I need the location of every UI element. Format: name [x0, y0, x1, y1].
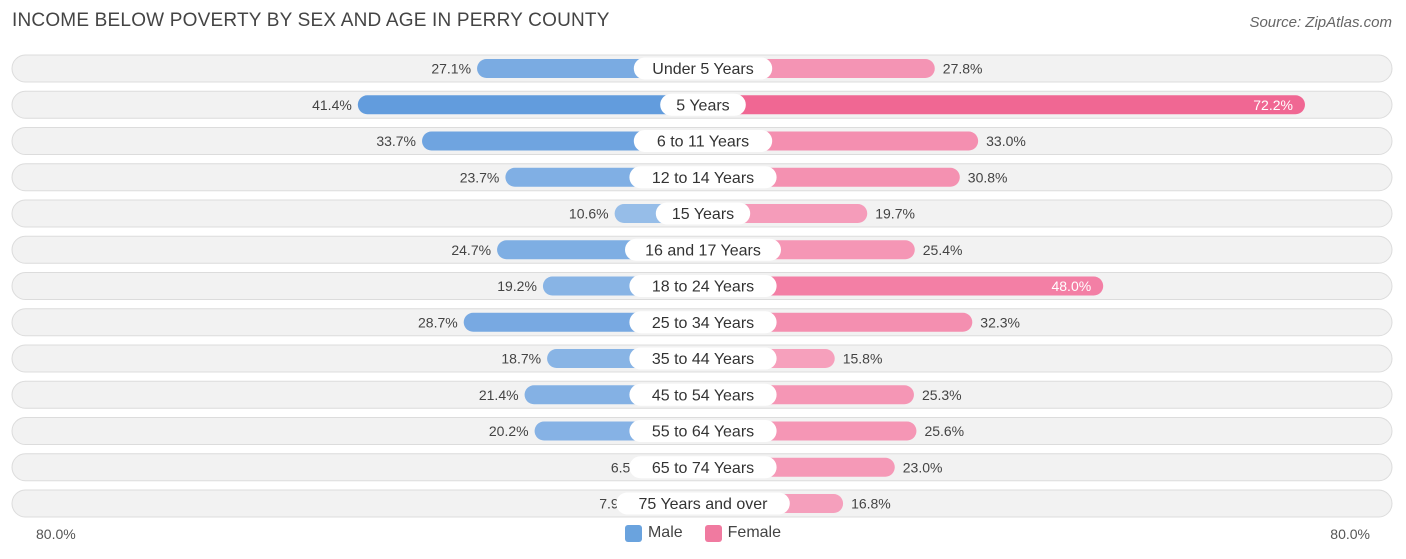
- male-value-label: 28.7%: [418, 314, 458, 330]
- legend-item-female[interactable]: Female: [704, 524, 782, 542]
- male-bar: [357, 95, 703, 115]
- category-pill: [629, 275, 777, 297]
- female-value-label: 33.0%: [986, 133, 1026, 149]
- female-value-label: 30.8%: [968, 169, 1008, 185]
- chart-row: 18.7% 15.8% 35 to 44 Years: [11, 344, 1393, 373]
- chart-row: 6.5% 23.0%65 to 74 Years: [11, 453, 1393, 482]
- female-value-label: 23.0%: [903, 459, 943, 475]
- female-value-label: 32.3%: [980, 314, 1020, 330]
- category-label: 16 and 17 Years: [645, 242, 761, 259]
- legend: Male Female: [0, 524, 1406, 542]
- female-value-label: 27.8%: [943, 61, 983, 77]
- male-value-label: 27.1%: [431, 61, 471, 77]
- category-label: 6 to 11 Years: [657, 134, 749, 151]
- category-pill: [633, 130, 773, 152]
- female-value-label: 72.2%: [1253, 97, 1293, 113]
- category-label: 12 to 14 Years: [652, 170, 754, 187]
- legend-female-label: Female: [727, 524, 782, 541]
- chart-row: 41.4% 72.2% 5 Years: [11, 90, 1393, 119]
- female-swatch: [704, 524, 722, 542]
- female-bar: [703, 95, 1305, 115]
- female-value-label: 16.8%: [851, 496, 891, 512]
- category-pill: [660, 93, 746, 116]
- chart-row: 7.9% 16.8%75 Years and over: [11, 489, 1393, 518]
- category-pill: [633, 57, 773, 80]
- male-value-label: 24.7%: [451, 242, 491, 258]
- axis-right-label: 80.0%: [1330, 526, 1370, 542]
- male-value-label: 10.6%: [569, 206, 609, 222]
- legend-male-label: Male: [647, 524, 683, 541]
- source-credit: Source: ZipAtlas.com: [1249, 14, 1392, 31]
- female-value-label: 25.4%: [923, 242, 963, 258]
- category-label: 35 to 44 Years: [652, 351, 754, 368]
- female-bar: [703, 276, 1104, 296]
- chart-row: 24.7% 25.4% 16 and 17 Years: [11, 235, 1393, 264]
- category-label: 75 Years and over: [639, 496, 769, 513]
- category-pill: [655, 202, 751, 225]
- legend-item-male[interactable]: Male: [624, 524, 683, 542]
- chart-row: 10.6% 19.7% 15 Years: [11, 199, 1393, 228]
- category-label: 55 to 64 Years: [652, 424, 754, 441]
- category-pill: [629, 166, 777, 189]
- category-pill: [629, 311, 777, 334]
- male-value-label: 41.4%: [312, 97, 352, 113]
- male-value-label: 19.2%: [497, 278, 537, 294]
- category-label: 65 to 74 Years: [652, 460, 754, 477]
- male-swatch: [624, 524, 642, 542]
- category-pill: [629, 456, 777, 479]
- chart-row: 20.2% 25.6% 55 to 64 Years: [11, 417, 1393, 445]
- female-bar: [703, 131, 979, 151]
- male-value-label: 21.4%: [479, 387, 519, 403]
- category-label: 25 to 34 Years: [652, 315, 754, 332]
- category-pill: [629, 347, 777, 370]
- chart-row: 28.7% 32.3% 25 to 34 Years: [11, 308, 1393, 337]
- category-label: Under 5 Years: [652, 61, 753, 78]
- category-label: 45 to 54 Years: [652, 387, 754, 404]
- chart-row: 33.7% 33.0% 6 to 11 Years: [11, 127, 1393, 155]
- male-value-label: 20.2%: [489, 423, 529, 439]
- male-value-label: 18.7%: [501, 351, 541, 367]
- category-pill: [629, 383, 777, 406]
- male-bar: [422, 131, 703, 151]
- category-label: 15 Years: [672, 206, 734, 223]
- category-pill: [616, 492, 790, 515]
- category-label: 5 Years: [676, 97, 729, 114]
- chart-row: 23.7% 30.8% 12 to 14 Years: [11, 163, 1393, 192]
- female-value-label: 25.6%: [924, 423, 964, 439]
- female-value-label: 25.3%: [922, 387, 962, 403]
- chart-title: INCOME BELOW POVERTY BY SEX AND AGE IN P…: [12, 10, 610, 31]
- female-value-label: 48.0%: [1051, 278, 1091, 294]
- chart-row: 21.4% 25.3% 45 to 54 Years: [11, 380, 1393, 409]
- category-pill: [629, 420, 777, 442]
- chart-row: 27.1% 27.8% Under 5 Years: [11, 54, 1393, 83]
- male-value-label: 23.7%: [460, 169, 500, 185]
- category-label: 18 to 24 Years: [652, 279, 754, 296]
- chart-row: 19.2% 48.0% 18 to 24 Years: [11, 272, 1393, 300]
- female-value-label: 19.7%: [875, 206, 915, 222]
- poverty-chart: 27.1% 27.8% Under 5 Years 41.4% 72.2% 5 Years…: [11, 54, 1393, 518]
- male-value-label: 33.7%: [376, 133, 416, 149]
- category-pill: [625, 238, 781, 261]
- female-value-label: 15.8%: [843, 351, 883, 367]
- axis-left-label: 80.0%: [36, 526, 76, 542]
